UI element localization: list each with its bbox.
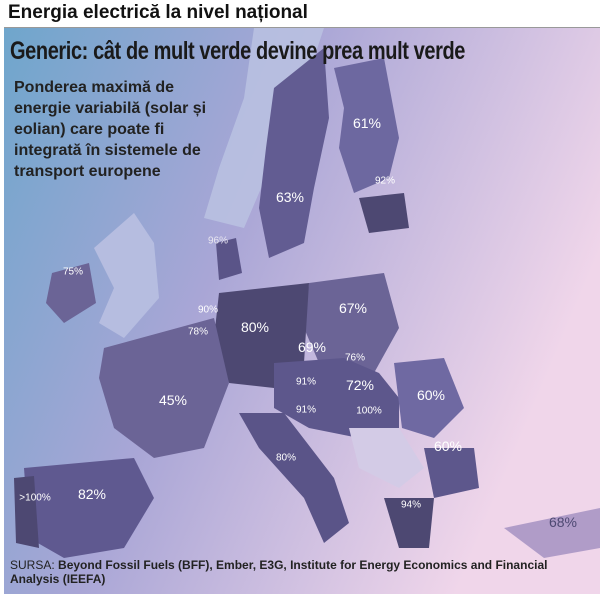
label-denmark: 96% bbox=[207, 235, 229, 247]
label-croatia: 100% bbox=[356, 405, 382, 417]
country-romania bbox=[394, 358, 464, 438]
country-ireland bbox=[46, 263, 96, 323]
label-belgium: 78% bbox=[187, 326, 209, 338]
country-greece bbox=[384, 498, 434, 548]
country-balkans bbox=[349, 428, 424, 488]
source-text: Beyond Fossil Fuels (BFF), Ember, E3G, I… bbox=[10, 558, 548, 586]
country-uk bbox=[94, 213, 159, 338]
label-estonia: 92% bbox=[374, 175, 396, 187]
label-cyprus: 68% bbox=[548, 514, 578, 530]
label-france: 45% bbox=[158, 392, 188, 408]
divider bbox=[4, 27, 600, 28]
label-finland: 61% bbox=[352, 115, 382, 131]
label-poland: 67% bbox=[338, 300, 368, 316]
country-denmark bbox=[216, 238, 242, 280]
label-netherlands: 90% bbox=[197, 304, 219, 316]
country-poland bbox=[304, 273, 399, 373]
label-spain: 82% bbox=[77, 486, 107, 502]
country-germany bbox=[214, 283, 309, 388]
page-title: Energia electrică la nivel național bbox=[8, 2, 308, 23]
country-italy bbox=[239, 413, 349, 543]
label-portugal: >100% bbox=[19, 492, 51, 504]
label-romania: 60% bbox=[416, 387, 446, 403]
label-slovakia: 76% bbox=[344, 352, 366, 364]
country-finland bbox=[334, 58, 399, 193]
country-france bbox=[99, 318, 229, 458]
country-central bbox=[274, 358, 399, 438]
source-prefix: SURSA: bbox=[10, 558, 55, 572]
label-austria: 91% bbox=[295, 376, 317, 388]
label-ireland: 75% bbox=[62, 266, 84, 278]
europe-map bbox=[4, 28, 600, 594]
label-germany: 80% bbox=[240, 319, 270, 335]
country-spain bbox=[24, 458, 154, 558]
label-slovenia: 91% bbox=[295, 404, 317, 416]
label-czechia: 69% bbox=[297, 339, 327, 355]
country-sweden bbox=[259, 48, 329, 258]
label-bulgaria: 60% bbox=[433, 438, 463, 454]
source-note: SURSA: Beyond Fossil Fuels (BFF), Ember,… bbox=[10, 558, 595, 586]
label-greece: 94% bbox=[400, 499, 422, 511]
label-hungary: 72% bbox=[345, 377, 375, 393]
country-portugal bbox=[14, 476, 39, 548]
country-baltics bbox=[359, 193, 409, 233]
map-headline: Generic: cât de mult verde devine prea m… bbox=[10, 37, 466, 65]
country-turkey bbox=[504, 508, 600, 558]
country-bulgaria bbox=[424, 448, 479, 498]
label-italy: 80% bbox=[275, 452, 297, 464]
label-sweden: 63% bbox=[275, 189, 305, 205]
map-subtitle: Ponderea maximă de energie variabilă (so… bbox=[14, 79, 207, 180]
